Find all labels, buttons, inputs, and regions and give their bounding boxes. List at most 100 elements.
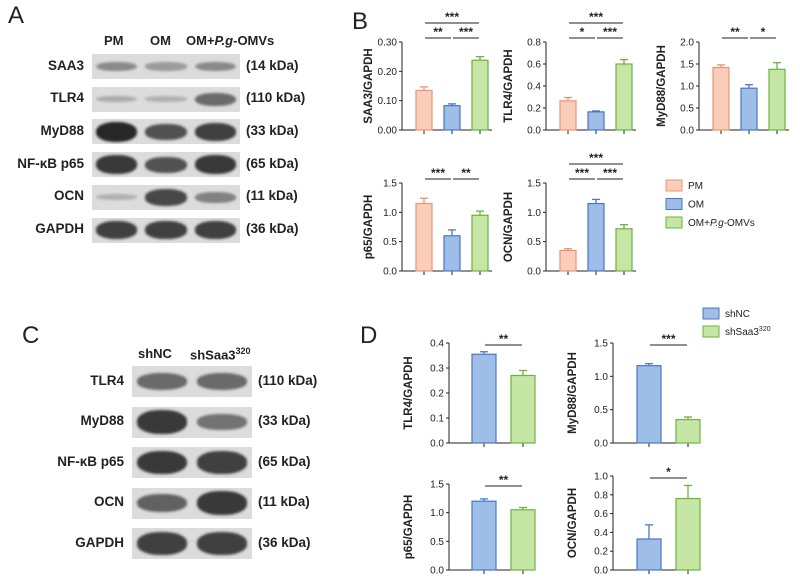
lane-text: shSaa3 — [190, 347, 236, 363]
protein-band — [136, 494, 188, 512]
significance-stars: *** — [589, 10, 603, 24]
blot-a-kda-gapdh: (36 kDa) — [246, 221, 299, 236]
significance-stars: ** — [730, 25, 740, 39]
y-tick-label: 0.4 — [594, 528, 608, 539]
y-tick-label: 0.4 — [527, 82, 541, 93]
y-tick-label: 0.0 — [527, 126, 541, 137]
significance-stars: ** — [433, 25, 443, 39]
blot-c-blot-strip-gapdh — [132, 528, 252, 559]
y-tick-label: 0.8 — [594, 490, 608, 501]
y-tick-label: 1.0 — [594, 372, 608, 383]
significance-stars: * — [761, 25, 766, 39]
significance-stars: *** — [431, 166, 445, 180]
y-tick-label: 1.5 — [430, 480, 444, 491]
protein-band — [196, 491, 248, 515]
legend-swatch — [665, 198, 683, 210]
bar-om — [587, 111, 605, 131]
bar-pm — [712, 66, 730, 131]
panel-letter-d: D — [360, 322, 378, 349]
protein-band — [196, 414, 248, 430]
legend-swatch — [665, 216, 683, 229]
protein-band — [145, 156, 187, 173]
bar-shsaa3-320 — [510, 374, 536, 444]
bar-shsaa3-320 — [675, 497, 701, 571]
significance-stars: *** — [589, 151, 603, 165]
blot-a-kda-ocn: (11 kDa) — [246, 188, 298, 204]
protein-band — [95, 61, 138, 72]
protein-band — [145, 221, 187, 239]
blot-a-blot-strip-ocn — [92, 184, 240, 210]
blot-a-blot-strip-saa3 — [92, 54, 240, 79]
y-tick-label: 0.2 — [594, 547, 608, 558]
protein-band — [145, 96, 187, 103]
protein-band — [194, 221, 237, 239]
lane-text: OM+ — [186, 33, 215, 48]
y-axis-label: MyD88/GAPDH — [567, 352, 579, 434]
protein-band — [145, 62, 187, 71]
significance-stars: *** — [603, 25, 617, 39]
legend-swatch — [702, 325, 720, 338]
y-tick-label: 1.5 — [680, 60, 694, 71]
y-tick-label: 1.0 — [594, 472, 608, 483]
bar-pm — [559, 249, 577, 272]
blot-a-lane-header: PM — [104, 33, 124, 48]
blot-a-lane-header: OM+P.g-OMVs — [186, 33, 274, 48]
bar-pm — [559, 100, 577, 131]
y-tick-label: 0.0 — [383, 267, 397, 278]
panel-letter-c: C — [22, 322, 40, 349]
significance-stars: *** — [575, 166, 589, 180]
y-tick-label: 0.0 — [594, 439, 608, 450]
y-tick-label: 1.0 — [383, 208, 397, 219]
y-tick-label: 0.3 — [430, 364, 444, 375]
bar-om — [443, 105, 461, 131]
protein-band — [196, 532, 248, 555]
blot-c-lane-header: shSaa3320 — [190, 346, 251, 362]
legend-swatch — [702, 307, 720, 320]
y-tick-label: 0.1 — [430, 414, 444, 425]
blot-a-row-label-myd88: MyD88 — [40, 122, 84, 138]
y-tick-label: 0.2 — [527, 104, 541, 115]
bar-om-p-g-omvs — [615, 63, 633, 131]
blot-c-blot-strip-tlr4 — [132, 366, 252, 397]
bar-shnc — [636, 538, 662, 571]
y-tick-label: 0.30 — [378, 38, 398, 49]
protein-band — [194, 123, 237, 141]
y-tick-label: 0.0 — [680, 126, 694, 137]
bar-shnc — [471, 353, 497, 444]
y-tick-label: 0.0 — [430, 566, 444, 577]
bar-shnc — [636, 365, 662, 444]
y-tick-label: 0.10 — [378, 96, 398, 107]
blot-c-kda-myd88: (33 kDa) — [258, 413, 311, 428]
blot-c-kda-gapdh: (36 kDa) — [258, 534, 311, 550]
significance-stars: *** — [459, 25, 473, 39]
blot-a-kda-nf-b-p65: (65 kDa) — [246, 155, 299, 171]
blot-c-row-label-tlr4: TLR4 — [90, 372, 124, 388]
lane-text: PM — [104, 33, 124, 48]
blot-a-blot-strip-nf-b-p65 — [92, 152, 240, 178]
bar-om-p-g-omvs — [471, 214, 489, 272]
blot-a-row-label-nf-b-p65: NF-κB p65 — [17, 155, 84, 171]
y-tick-label: 1.5 — [527, 179, 541, 190]
y-tick-label: 1.0 — [430, 508, 444, 519]
protein-band — [136, 532, 188, 555]
significance-stars: * — [666, 465, 671, 479]
protein-band — [136, 373, 188, 390]
western-blot-panel-a: PM OM OM+P.g-OMVs SAA3 (14 kDa) TLR4 (110 kDa)… — [0, 0, 340, 270]
chart-d-myd88-gapdh: 0.0 0.5 1.0 1.5 MyD88/GAPDH *** — [567, 332, 701, 450]
legend-label: PM — [688, 181, 703, 192]
protein-band — [136, 450, 188, 475]
protein-band — [136, 410, 188, 434]
blot-a-row-label-gapdh: GAPDH — [35, 221, 84, 236]
legend-swatch — [665, 179, 683, 192]
legend-label: OM — [688, 200, 704, 211]
western-blot-panel-c: shNC shSaa3320 TLR4 (110 kDa) MyD88 (33 kDa) N… — [0, 330, 345, 579]
y-tick-label: 1.5 — [594, 339, 608, 350]
legend-label: shSaa3320 — [725, 326, 771, 338]
blot-c-blot-strip-nf-b-p65 — [132, 447, 252, 478]
bar-om — [740, 87, 758, 131]
y-tick-label: 0.6 — [527, 60, 541, 71]
